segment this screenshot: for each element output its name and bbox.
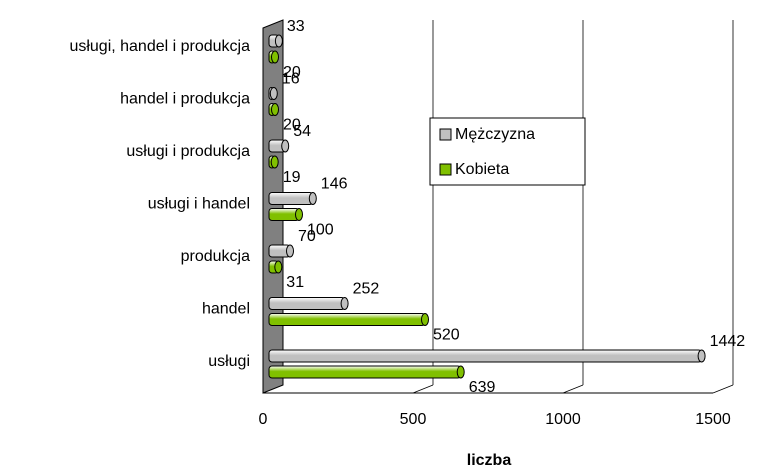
bar: [268, 365, 462, 379]
value-label: 146: [321, 176, 348, 193]
legend-swatch: [439, 163, 452, 176]
y-tick-label: produkcja: [181, 248, 250, 265]
x-axis-label: liczba: [467, 452, 512, 469]
value-label: 100: [307, 222, 334, 239]
side-wall: [262, 19, 284, 394]
value-label: 639: [469, 379, 496, 396]
value-label: 70: [298, 228, 316, 245]
bar-cap: [308, 192, 317, 205]
bar-cap: [281, 139, 290, 153]
bar: [268, 297, 346, 310]
bar: [268, 313, 426, 326]
bar-cap: [340, 297, 349, 310]
grid-floor: [712, 384, 734, 394]
value-label: 20: [283, 117, 301, 134]
bar-cap: [456, 365, 465, 379]
value-label: 1442: [710, 333, 746, 350]
legend-swatch: [439, 128, 452, 141]
bar-cap: [421, 313, 429, 326]
y-tick-label: usługi, handel i produkcja: [69, 38, 250, 55]
x-tick-label: 1500: [695, 411, 731, 428]
value-label: 16: [282, 71, 300, 88]
bar-cap: [271, 50, 279, 64]
y-tick-label: usługi: [208, 353, 250, 370]
bar: [268, 349, 703, 363]
x-tick-label: 0: [259, 411, 268, 428]
bar-cap: [271, 103, 279, 116]
y-tick-label: handel: [202, 301, 250, 318]
value-label: 20: [283, 64, 301, 81]
value-label: 19: [283, 169, 301, 186]
bar-cap: [697, 349, 706, 363]
bar: [268, 208, 300, 221]
legend-label: Mężczyzna: [455, 126, 535, 143]
grid-floor: [562, 384, 584, 394]
bar-cap: [274, 34, 283, 48]
bar-cap: [295, 208, 303, 221]
y-tick-label: usługi i produkcja: [126, 143, 250, 160]
bar-cap: [286, 244, 294, 258]
value-label: 33: [287, 18, 305, 35]
x-tick-label: 500: [400, 411, 427, 428]
legend-box: [429, 117, 586, 186]
grid-floor: [412, 384, 434, 394]
y-tick-label: handel i produkcja: [120, 91, 250, 108]
value-label: 31: [286, 274, 304, 291]
x-tick-label: 1000: [545, 411, 581, 428]
bar: [268, 192, 314, 205]
value-label: 54: [293, 123, 311, 140]
legend-label: Kobieta: [455, 161, 509, 178]
value-label: 252: [353, 281, 380, 298]
bar-cap: [270, 155, 279, 169]
value-label: 520: [433, 327, 460, 344]
bar-cap: [274, 260, 283, 274]
y-tick-label: usługi i handel: [148, 196, 250, 213]
bar-cap: [269, 87, 278, 100]
